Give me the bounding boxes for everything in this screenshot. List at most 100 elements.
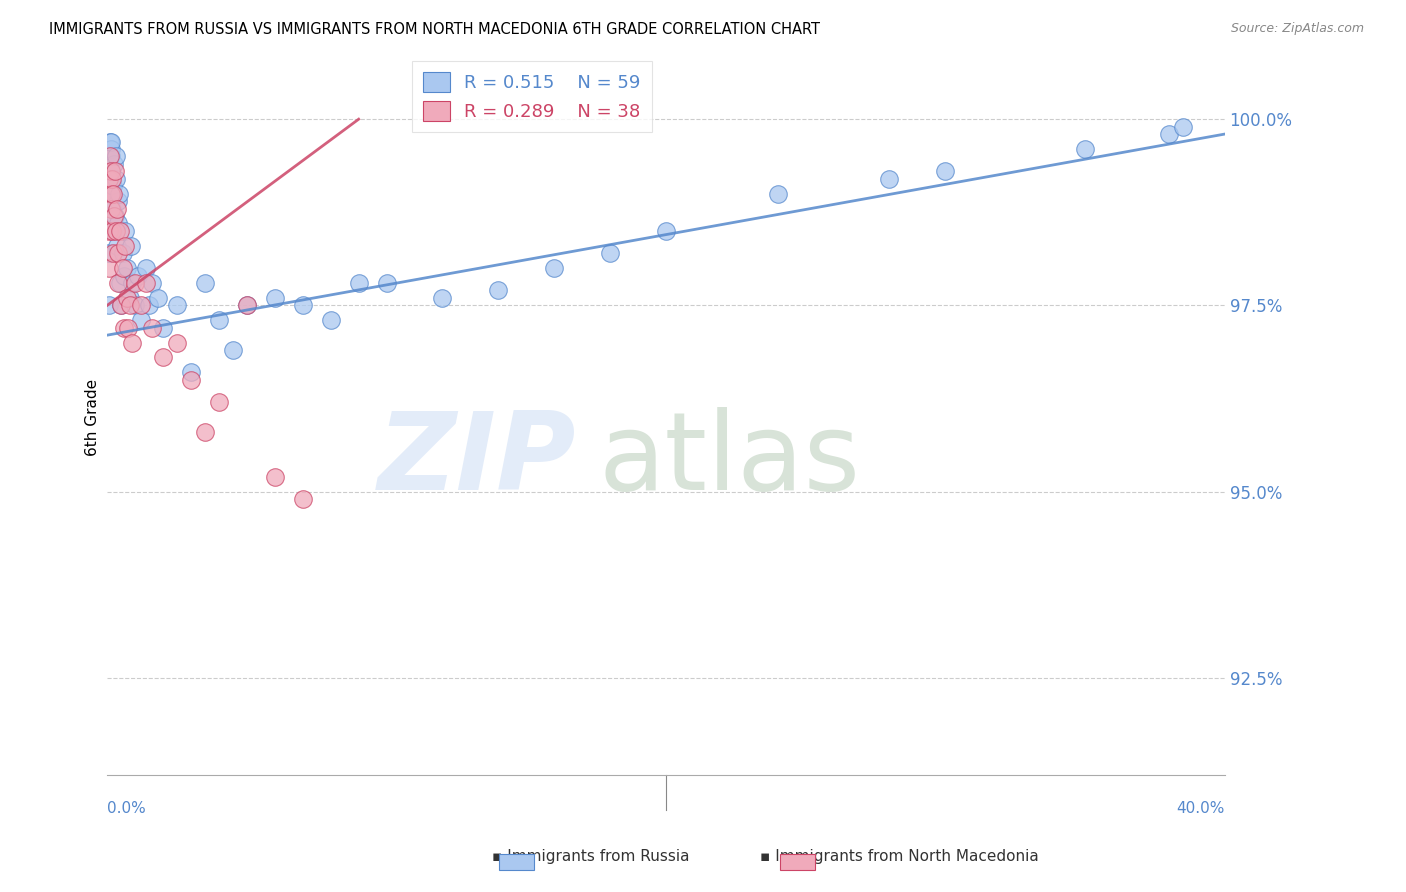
Point [1157, 127, 1180, 141]
Text: ▪ Immigrants from Russia: ▪ Immigrants from Russia [492, 849, 689, 863]
Point [347, 276, 370, 290]
Point [101, 171, 124, 186]
Point [319, 313, 342, 327]
Point [103, 179, 125, 194]
Point [879, 171, 901, 186]
Point [115, 261, 138, 276]
Text: IMMIGRANTS FROM RUSSIA VS IMMIGRANTS FROM NORTH MACEDONIA 6TH GRADE CORRELATION : IMMIGRANTS FROM RUSSIA VS IMMIGRANTS FRO… [49, 22, 820, 37]
Point [104, 171, 127, 186]
Point [104, 209, 127, 223]
Point [100, 164, 122, 178]
Point [108, 224, 131, 238]
Point [98, 224, 121, 238]
Point [111, 246, 134, 260]
Point [152, 351, 174, 365]
Point [100, 135, 122, 149]
Point [766, 186, 789, 201]
Y-axis label: 6th Grade: 6th Grade [86, 378, 100, 456]
Point [208, 395, 231, 409]
Point [101, 224, 124, 238]
Point [375, 276, 398, 290]
Point [105, 239, 128, 253]
Point [432, 291, 454, 305]
Point [127, 268, 149, 283]
Point [105, 149, 128, 163]
Point [98, 149, 121, 163]
Point [100, 164, 122, 178]
Point [107, 194, 129, 208]
Point [104, 224, 127, 238]
Point [180, 365, 202, 379]
Point [194, 425, 217, 439]
Text: 40.0%: 40.0% [1177, 801, 1225, 815]
Point [208, 313, 231, 327]
Point [166, 335, 188, 350]
Point [115, 291, 138, 305]
Point [222, 343, 245, 357]
Point [98, 246, 121, 260]
Point [105, 202, 128, 216]
Point [120, 239, 142, 253]
Point [114, 224, 136, 238]
Point [110, 298, 132, 312]
Point [100, 149, 122, 163]
Point [98, 171, 121, 186]
Text: Source: ZipAtlas.com: Source: ZipAtlas.com [1230, 22, 1364, 36]
Point [103, 186, 125, 201]
Point [107, 246, 129, 260]
Point [129, 313, 152, 327]
Point [98, 149, 121, 163]
Point [100, 186, 122, 201]
Point [117, 320, 139, 334]
Point [112, 320, 135, 334]
Point [152, 320, 174, 334]
Point [1171, 120, 1194, 134]
Point [103, 209, 125, 223]
Point [236, 298, 259, 312]
Point [263, 469, 285, 483]
Point [236, 298, 259, 312]
Point [486, 284, 509, 298]
Point [146, 291, 169, 305]
Point [100, 142, 122, 156]
Point [180, 373, 202, 387]
Point [135, 261, 157, 276]
Point [655, 224, 678, 238]
Point [543, 261, 565, 276]
Point [121, 276, 143, 290]
Text: ZIP: ZIP [378, 407, 576, 513]
Point [118, 298, 141, 312]
Point [107, 276, 129, 290]
Point [110, 298, 132, 312]
Point [934, 164, 956, 178]
Point [118, 291, 141, 305]
Point [166, 298, 188, 312]
Point [101, 186, 124, 201]
Text: atlas: atlas [599, 407, 860, 513]
Point [111, 261, 134, 276]
Point [121, 335, 143, 350]
Point [108, 186, 131, 201]
Point [129, 298, 152, 312]
Point [114, 239, 136, 253]
Point [100, 202, 122, 216]
Point [141, 320, 163, 334]
Point [135, 276, 157, 290]
Text: ▪ Immigrants from North Macedonia: ▪ Immigrants from North Macedonia [761, 849, 1039, 863]
Point [124, 276, 146, 290]
Point [141, 276, 163, 290]
Point [112, 268, 135, 283]
Point [97, 298, 120, 312]
Point [263, 291, 285, 305]
Point [104, 164, 127, 178]
Point [194, 276, 217, 290]
Point [599, 246, 621, 260]
Point [108, 276, 131, 290]
Text: 0.0%: 0.0% [107, 801, 146, 815]
Point [124, 298, 146, 312]
Point [138, 298, 160, 312]
Point [291, 491, 314, 506]
Point [1074, 142, 1097, 156]
Point [103, 157, 125, 171]
Point [291, 298, 314, 312]
